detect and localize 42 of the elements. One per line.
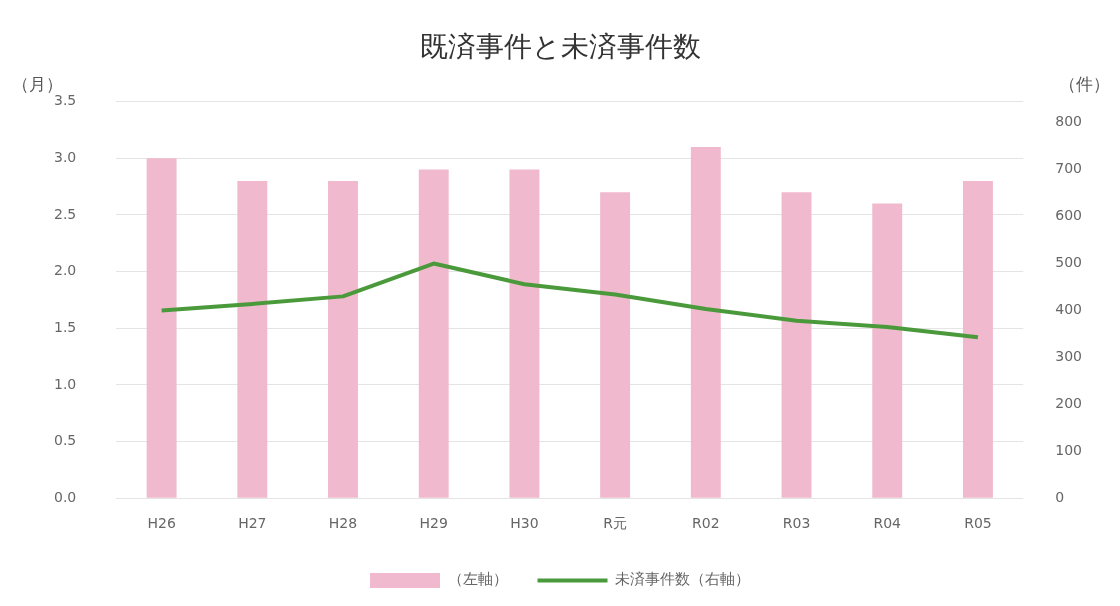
x-tick-label: R04 — [873, 515, 902, 532]
y-axis-title: （月） — [12, 73, 63, 94]
y2-tick-label: 300 — [1055, 348, 1083, 365]
y-tick-label: 1.5 — [54, 318, 77, 335]
x-tick-label: H30 — [510, 515, 539, 532]
y2-tick-label: 400 — [1055, 301, 1083, 318]
y2-tick-label: 800 — [1055, 113, 1083, 130]
legend-label: （左軸） — [447, 570, 508, 589]
chart-title: 既済事件と未済事件数 — [419, 30, 701, 64]
bar — [237, 180, 268, 498]
x-tick-label: R02 — [692, 515, 720, 532]
bar — [690, 146, 721, 498]
x-tick-label: R03 — [782, 515, 811, 532]
y-tick-label: 3.5 — [54, 92, 77, 109]
bar — [146, 158, 177, 498]
y2-tick-label: 100 — [1055, 441, 1083, 458]
y2-axis-title: （件） — [1059, 73, 1110, 94]
bar — [418, 169, 449, 498]
y2-tick-label: 500 — [1055, 254, 1083, 271]
x-tick-label: H27 — [238, 515, 267, 532]
y-tick-label: 0.0 — [54, 488, 77, 505]
bar — [328, 180, 358, 498]
bar — [872, 203, 903, 498]
bar — [509, 169, 540, 498]
y-tick-label: 0.5 — [54, 432, 77, 449]
bar — [962, 180, 993, 498]
y-tick-label: 2.0 — [54, 262, 77, 279]
bar — [600, 192, 631, 498]
y-tick-label: 3.0 — [54, 148, 77, 165]
legend-label: 未済事件数（右軸） — [615, 570, 750, 589]
y2-tick-label: 700 — [1055, 160, 1083, 177]
x-tick-label: H29 — [419, 515, 448, 532]
y2-tick-label: 0 — [1055, 488, 1065, 505]
x-tick-label: R元 — [603, 515, 627, 532]
y2-tick-label: 200 — [1055, 394, 1083, 411]
x-tick-label: H26 — [147, 515, 176, 532]
bar — [781, 192, 812, 498]
x-tick-label: R05 — [964, 515, 992, 532]
y2-tick-label: 600 — [1055, 207, 1083, 224]
y-tick-label: 2.5 — [54, 205, 77, 222]
x-tick-label: H28 — [328, 515, 358, 532]
y-tick-label: 1.0 — [54, 375, 77, 392]
